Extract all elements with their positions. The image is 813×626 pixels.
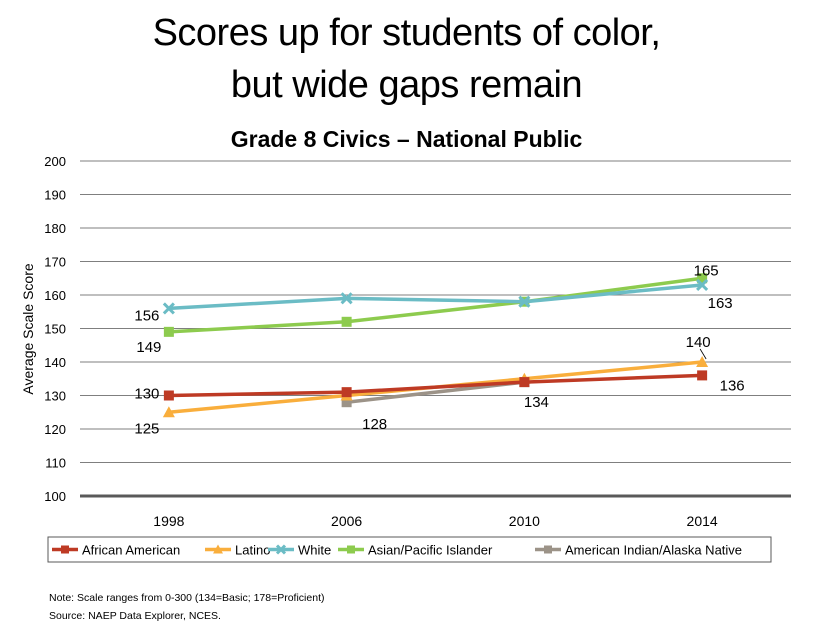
data-point-marker (696, 356, 709, 367)
data-label: 149 (136, 339, 161, 356)
series-line-asian-pacific-islander (168, 276, 703, 334)
x-tick-label: 2014 (687, 513, 718, 529)
slide-title-line-1: Scores up for students of color, (152, 12, 661, 54)
y-tick-label: 190 (44, 188, 66, 203)
legend-label: Asian/Pacific Islander (368, 543, 493, 558)
y-tick-label: 170 (44, 255, 66, 270)
y-tick-label: 160 (44, 288, 66, 303)
y-tick-label: 200 (44, 154, 66, 169)
series-line-african-american (168, 373, 703, 398)
data-point-marker (696, 278, 709, 292)
legend-swatch-marker (213, 544, 223, 554)
y-tick-label: 150 (44, 322, 66, 337)
x-tick-label: 1998 (153, 513, 184, 529)
y-tick-label: 180 (44, 221, 66, 236)
y-axis-label: Average Scale Score (20, 263, 36, 394)
legend-swatch-marker (275, 544, 287, 555)
y-tick-label: 130 (44, 389, 66, 404)
scale-note: Note: Scale ranges from 0-300 (134=Basic… (49, 592, 325, 604)
data-point-marker (162, 406, 175, 418)
data-label: 125 (134, 420, 159, 437)
source-note: Source: NAEP Data Explorer, NCES. (49, 610, 221, 622)
data-point-marker (518, 295, 531, 308)
data-point-marker (519, 377, 530, 388)
data-label: 165 (694, 262, 719, 279)
data-label: 130 (134, 386, 159, 403)
legend-swatch-marker (61, 545, 69, 554)
data-label: 163 (708, 295, 733, 312)
y-tick-label: 100 (44, 489, 66, 504)
data-label: 156 (134, 307, 159, 324)
data-point-marker (163, 390, 174, 401)
data-label: 136 (720, 377, 745, 394)
data-point-marker (697, 370, 708, 381)
slide-title-line-2: but wide gaps remain (230, 64, 583, 106)
data-label-leader-line (699, 348, 707, 360)
data-label: 140 (686, 334, 711, 351)
data-label: 134 (524, 394, 549, 411)
legend-label: American Indian/Alaska Native (565, 543, 742, 558)
legend-swatch-marker (544, 545, 552, 554)
data-point-marker (163, 326, 174, 337)
data-label: 128 (362, 416, 387, 433)
y-tick-label: 120 (44, 422, 66, 437)
data-point-marker (340, 292, 353, 305)
data-point-marker (341, 387, 352, 398)
data-point-marker (341, 316, 352, 327)
x-tick-label: 2010 (509, 513, 540, 529)
x-tick-label: 2006 (331, 513, 362, 529)
y-tick-label: 140 (44, 355, 66, 370)
data-point-marker (341, 397, 352, 408)
legend-swatch-marker (347, 545, 355, 554)
legend-label: White (298, 543, 331, 558)
legend-label: Latino (235, 543, 270, 558)
legend-label: African American (82, 543, 180, 558)
series-line-white (168, 283, 703, 311)
legend-box (47, 536, 772, 563)
data-point-marker (162, 302, 175, 315)
data-point-marker (697, 273, 708, 284)
chart-title: Grade 8 Civics – National Public (230, 126, 583, 152)
y-tick-label: 110 (45, 456, 66, 471)
